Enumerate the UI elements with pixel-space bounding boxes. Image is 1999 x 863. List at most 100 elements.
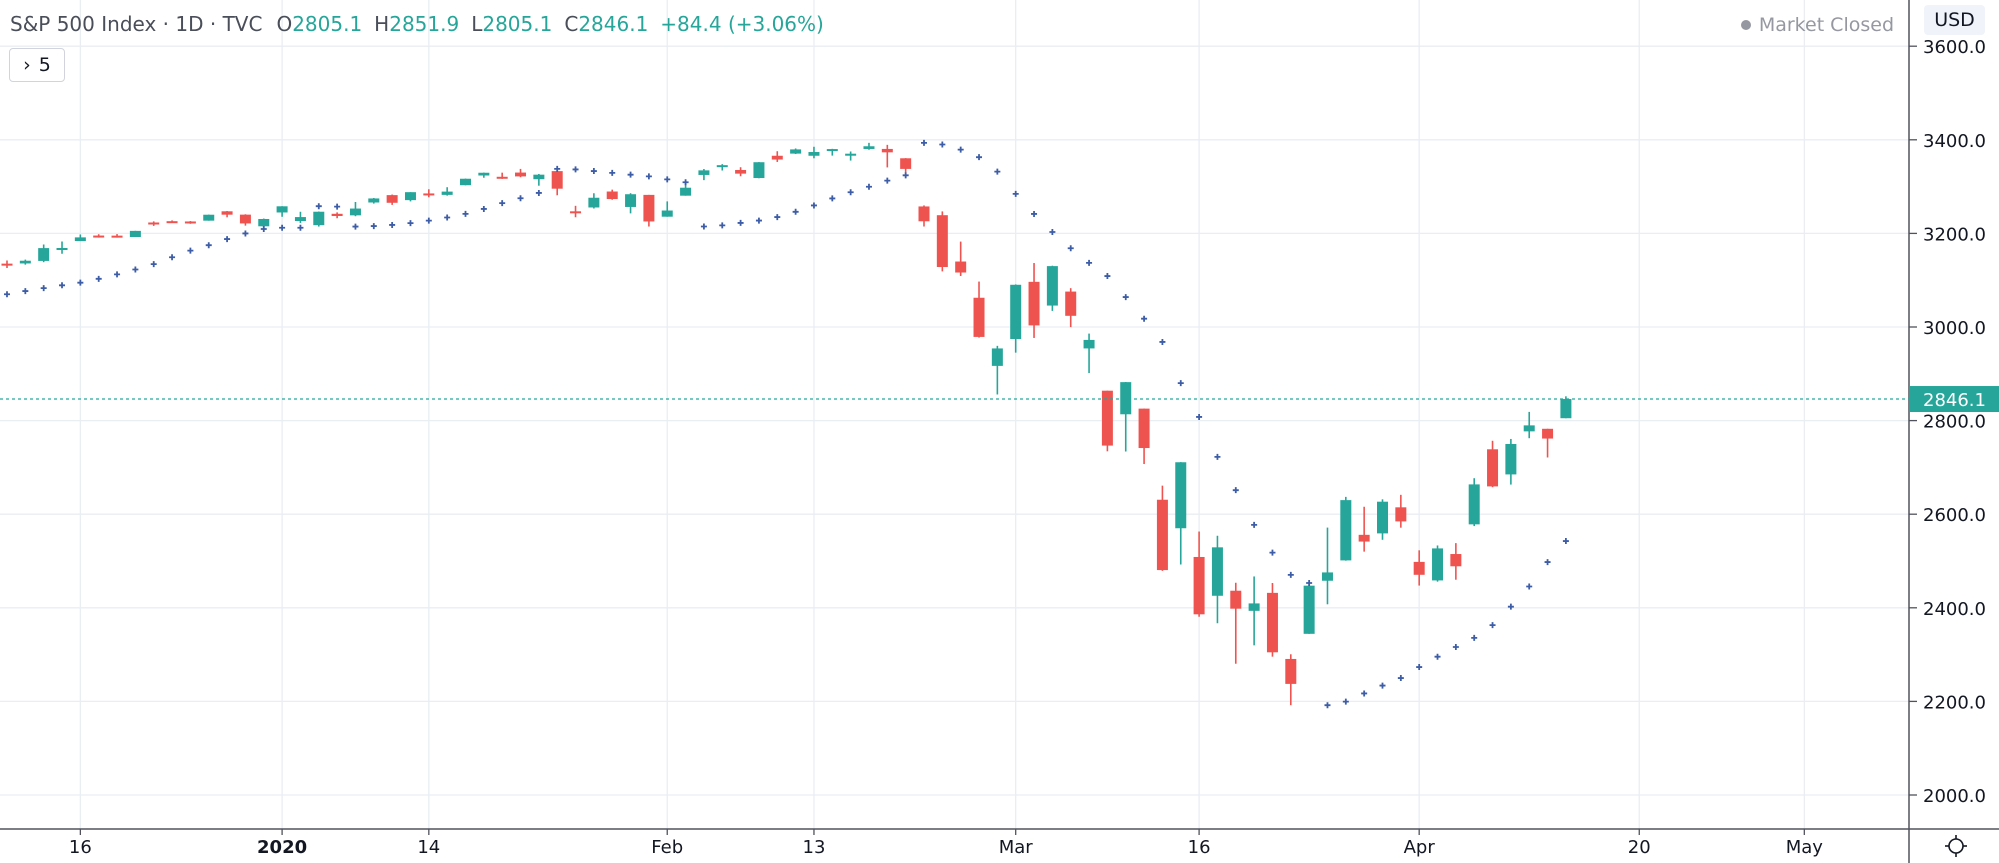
- candle-up[interactable]: [349, 208, 361, 216]
- candle-up[interactable]: [991, 348, 1003, 366]
- candle-up[interactable]: [313, 211, 325, 226]
- candle-up[interactable]: [276, 206, 288, 213]
- candle-down[interactable]: [1285, 658, 1297, 684]
- candle-down[interactable]: [1156, 499, 1168, 571]
- indicators-toggle-button[interactable]: › 5: [9, 48, 65, 82]
- candle-down[interactable]: [1193, 556, 1205, 615]
- candle-down[interactable]: [1395, 507, 1407, 522]
- candle-down[interactable]: [918, 206, 930, 222]
- sar-dot: [22, 288, 29, 295]
- currency-badge[interactable]: USD: [1924, 5, 1985, 35]
- symbol-title[interactable]: S&P 500 Index · 1D · TVC: [10, 12, 263, 36]
- y-tick-label: 2200.0: [1923, 692, 1986, 713]
- candle-up[interactable]: [790, 149, 802, 154]
- candle-down[interactable]: [1413, 561, 1425, 575]
- candle-up[interactable]: [38, 248, 50, 261]
- candle-up[interactable]: [1505, 444, 1517, 475]
- candle-down[interactable]: [111, 235, 123, 238]
- candle-up[interactable]: [294, 217, 306, 222]
- candle-up[interactable]: [1120, 382, 1132, 415]
- candle-up[interactable]: [661, 210, 673, 217]
- candle-up[interactable]: [441, 191, 453, 195]
- candle-up[interactable]: [368, 198, 380, 203]
- candle-down[interactable]: [1542, 428, 1554, 439]
- candle-down[interactable]: [1028, 281, 1040, 326]
- candle-down[interactable]: [955, 261, 967, 273]
- candle-down[interactable]: [423, 193, 435, 196]
- candle-down[interactable]: [496, 176, 508, 179]
- candle-up[interactable]: [845, 153, 857, 156]
- candle-up[interactable]: [1046, 266, 1058, 306]
- candle-up[interactable]: [258, 218, 270, 227]
- sar-dot: [847, 189, 854, 196]
- candle-up[interactable]: [1377, 501, 1388, 534]
- candle-down[interactable]: [771, 155, 783, 160]
- candle-down[interactable]: [643, 194, 655, 222]
- sar-dot: [389, 221, 396, 228]
- candle-up[interactable]: [74, 237, 86, 242]
- candle-up[interactable]: [1321, 572, 1333, 581]
- candle-up[interactable]: [625, 194, 637, 207]
- candle-down[interactable]: [1450, 554, 1462, 567]
- candle-up[interactable]: [863, 146, 875, 149]
- sar-dot: [682, 179, 689, 186]
- sar-dot: [902, 172, 909, 179]
- x-tick-label: 2020: [257, 837, 307, 858]
- candle-down[interactable]: [735, 169, 747, 174]
- candle-down[interactable]: [1358, 534, 1370, 542]
- candle-down[interactable]: [1, 263, 13, 266]
- candle-up[interactable]: [716, 165, 728, 168]
- candle-up[interactable]: [1432, 548, 1444, 581]
- candle-down[interactable]: [606, 191, 618, 200]
- candle-down[interactable]: [551, 171, 563, 189]
- candle-up[interactable]: [698, 170, 710, 175]
- candle-up[interactable]: [1248, 603, 1260, 611]
- candle-down[interactable]: [221, 211, 233, 215]
- candle-down[interactable]: [1487, 449, 1499, 487]
- candle-up[interactable]: [478, 172, 490, 176]
- candle-down[interactable]: [166, 221, 178, 224]
- candle-up[interactable]: [1303, 585, 1315, 634]
- candle-up[interactable]: [1211, 547, 1223, 596]
- candle-down[interactable]: [1230, 590, 1242, 609]
- candle-up[interactable]: [404, 192, 416, 201]
- candle-down[interactable]: [881, 148, 893, 153]
- candle-up[interactable]: [203, 214, 215, 221]
- candle-up[interactable]: [56, 248, 68, 251]
- market-status-text: Market Closed: [1758, 14, 1894, 36]
- candle-up[interactable]: [1010, 284, 1022, 340]
- candle-down[interactable]: [973, 297, 985, 337]
- candle-down[interactable]: [1065, 291, 1077, 316]
- candle-down[interactable]: [1266, 592, 1278, 653]
- candle-up[interactable]: [808, 152, 820, 156]
- candle-down[interactable]: [386, 195, 398, 203]
- candle-down[interactable]: [515, 172, 527, 177]
- high-value: 2851.9: [389, 12, 460, 36]
- candle-down[interactable]: [1101, 390, 1113, 446]
- candle-up[interactable]: [753, 162, 765, 179]
- candle-up[interactable]: [19, 260, 31, 264]
- settings-gear-icon[interactable]: [1942, 832, 1970, 860]
- candle-down[interactable]: [93, 235, 105, 238]
- candle-down[interactable]: [936, 215, 948, 268]
- candle-up[interactable]: [680, 187, 692, 196]
- candle-up[interactable]: [129, 230, 141, 238]
- candle-down[interactable]: [570, 211, 582, 214]
- candle-up[interactable]: [533, 174, 545, 180]
- candle-up[interactable]: [1468, 484, 1480, 525]
- candle-down[interactable]: [239, 214, 251, 224]
- candle-down[interactable]: [148, 222, 160, 225]
- candle-up[interactable]: [588, 197, 600, 208]
- candle-up[interactable]: [1523, 425, 1535, 432]
- candle-up[interactable]: [1083, 339, 1095, 349]
- candle-up[interactable]: [460, 178, 471, 186]
- candle-down[interactable]: [184, 221, 196, 224]
- candle-up[interactable]: [826, 149, 838, 152]
- candle-down[interactable]: [900, 158, 912, 169]
- candle-down[interactable]: [331, 213, 343, 216]
- candle-down[interactable]: [1138, 408, 1150, 449]
- candle-up[interactable]: [1175, 462, 1187, 529]
- candle-up[interactable]: [1560, 399, 1572, 419]
- candle-up[interactable]: [1340, 500, 1352, 561]
